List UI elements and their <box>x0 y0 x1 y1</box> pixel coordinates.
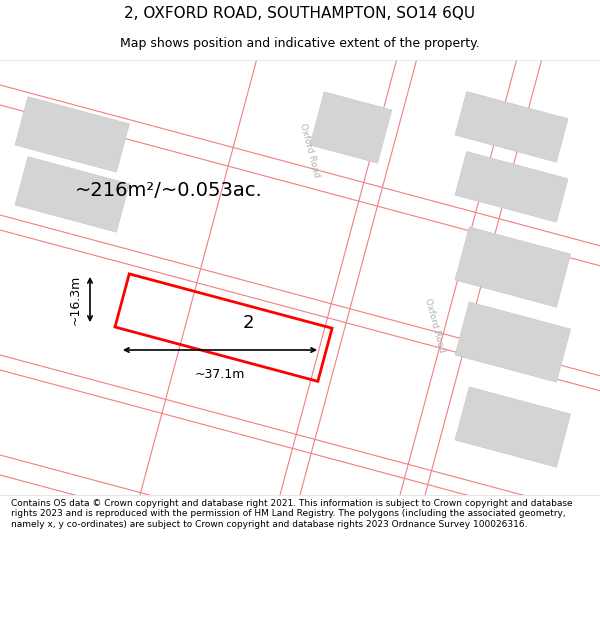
Text: ~16.3m: ~16.3m <box>69 274 82 324</box>
Polygon shape <box>310 92 392 163</box>
Text: ~216m²/~0.053ac.: ~216m²/~0.053ac. <box>75 181 263 199</box>
Polygon shape <box>455 151 568 222</box>
Polygon shape <box>455 387 571 467</box>
Polygon shape <box>455 91 568 162</box>
Text: Oxford Road: Oxford Road <box>424 297 446 353</box>
Text: Contains OS data © Crown copyright and database right 2021. This information is : Contains OS data © Crown copyright and d… <box>11 499 572 529</box>
Text: 2, OXFORD ROAD, SOUTHAMPTON, SO14 6QU: 2, OXFORD ROAD, SOUTHAMPTON, SO14 6QU <box>124 6 476 21</box>
Polygon shape <box>15 157 130 232</box>
Polygon shape <box>455 302 571 382</box>
Polygon shape <box>15 97 130 172</box>
Polygon shape <box>455 227 571 307</box>
Text: ~37.1m: ~37.1m <box>195 368 245 381</box>
Text: Map shows position and indicative extent of the property.: Map shows position and indicative extent… <box>120 37 480 50</box>
Text: 2: 2 <box>243 314 254 332</box>
Text: Oxford Road: Oxford Road <box>298 122 322 178</box>
